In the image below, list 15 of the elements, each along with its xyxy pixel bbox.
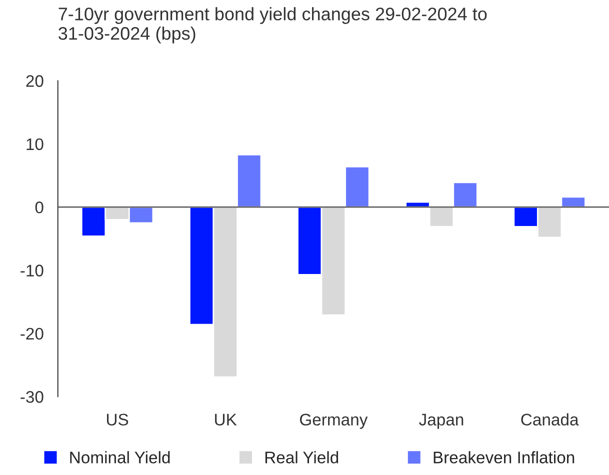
chart-title: 7-10yr government bond yield changes 29-02-2024 to 31-03-2024 (bps) — [58, 7, 487, 44]
legend-label: Real Yield — [265, 451, 338, 464]
x-tick-label: Japan — [419, 414, 464, 429]
legend-label: Nominal Yield — [70, 451, 170, 464]
y-tick-label: -30 — [20, 391, 44, 403]
y-tick-label: 20 — [26, 75, 44, 87]
x-tick-label: Canada — [521, 413, 579, 426]
x-tick-label: UK — [215, 414, 237, 426]
x-tick-label: Germany — [300, 414, 368, 429]
y-tick-label: -10 — [20, 264, 44, 276]
y-tick-label: -20 — [20, 328, 44, 340]
legend-label: Breakeven Inflation — [434, 451, 574, 464]
y-tick-label: 0 — [35, 202, 44, 214]
y-tick-label: 10 — [26, 138, 44, 150]
x-tick-label: US — [107, 414, 128, 426]
